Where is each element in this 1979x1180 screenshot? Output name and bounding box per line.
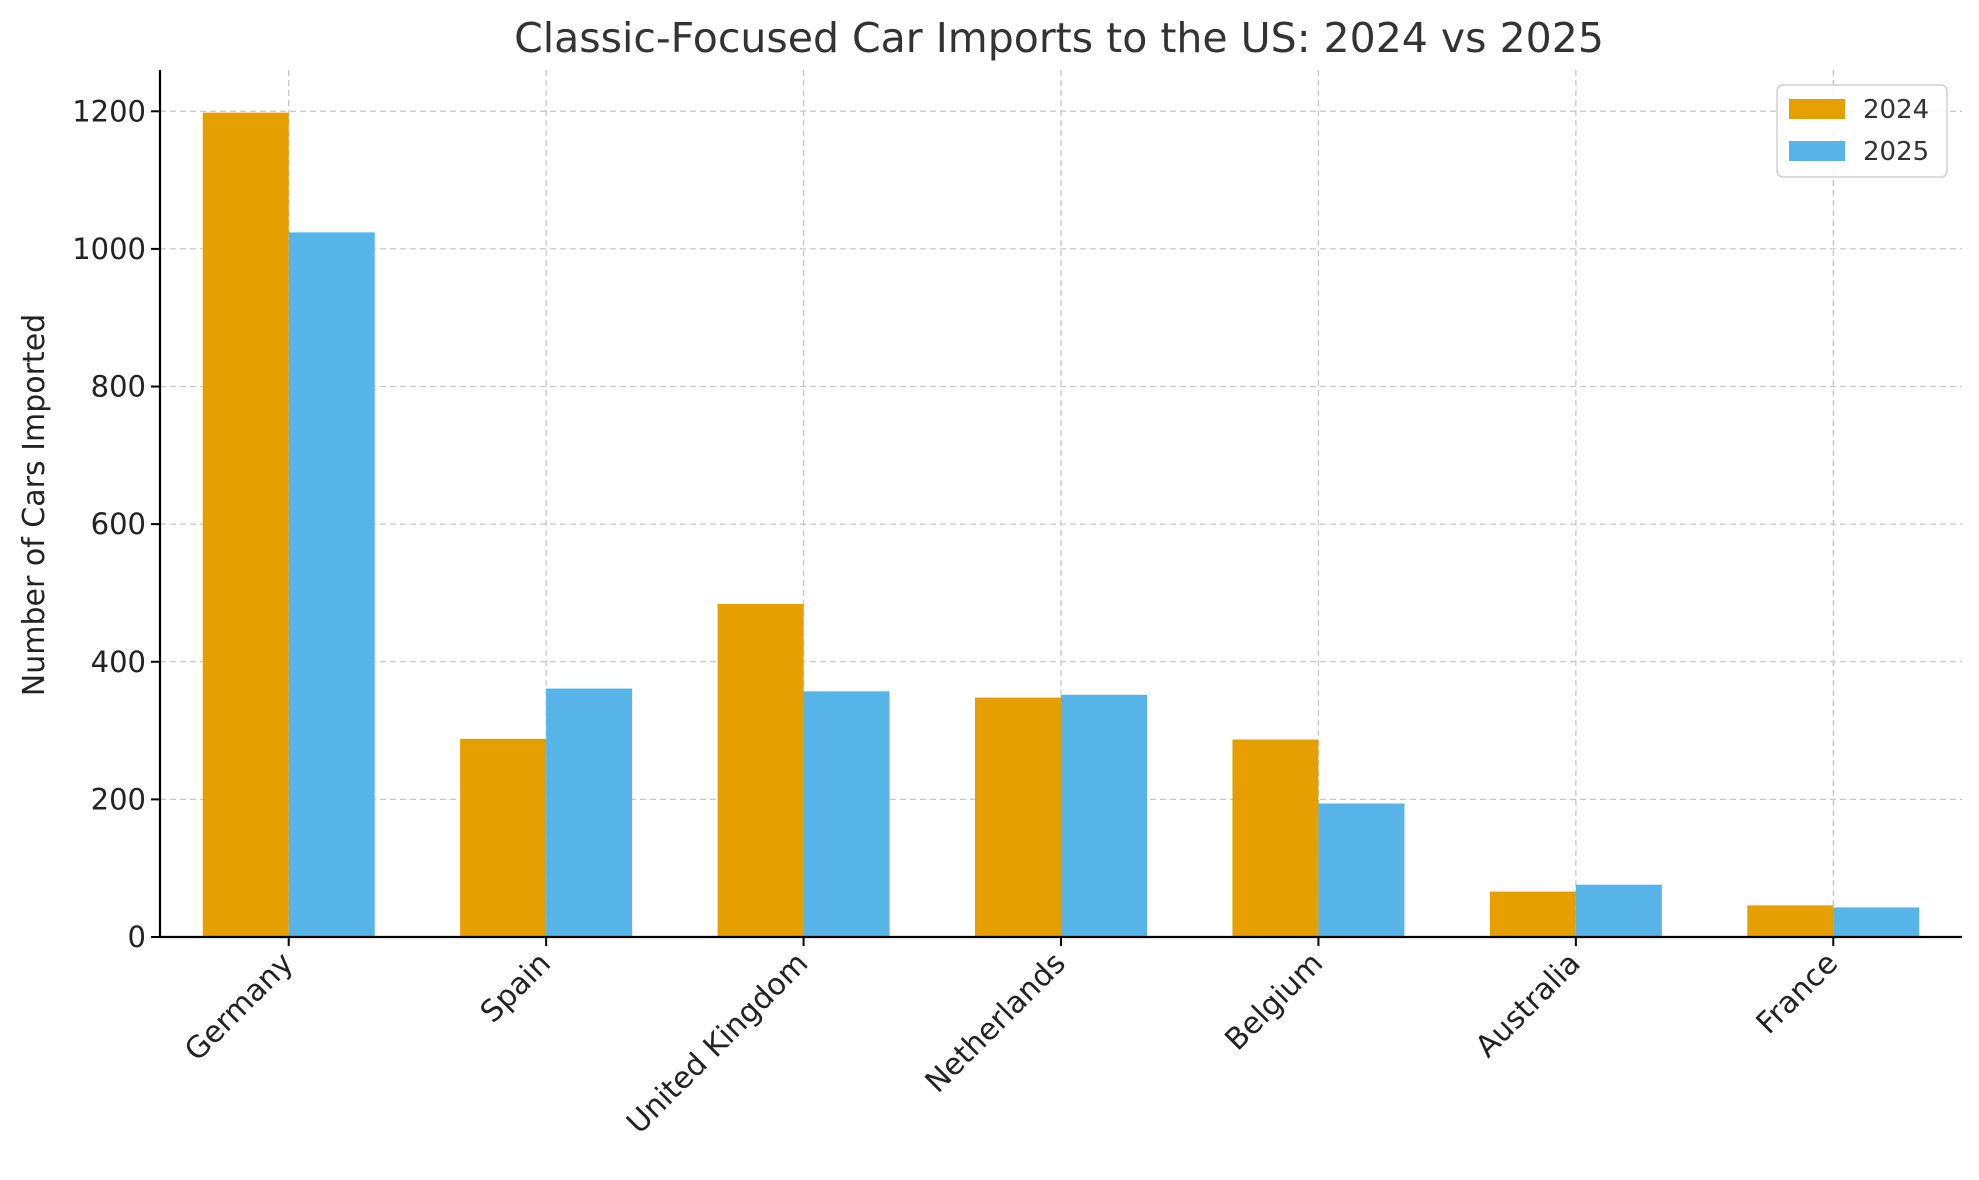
bars (202, 112, 1920, 937)
y-tick-label: 1200 (72, 94, 146, 128)
y-ticks: 0 200 400 600 800 1000 1200 (72, 94, 160, 954)
chart-title: Classic-Focused Car Imports to the US: 2… (514, 14, 1604, 62)
bar-2025-netherlands (1061, 694, 1147, 937)
y-tick-label: 1000 (72, 232, 146, 266)
x-tick-label: Germany (178, 946, 300, 1068)
y-tick-label: 600 (91, 507, 146, 541)
bar-2025-belgium (1318, 803, 1405, 937)
bar-2025-australia (1575, 884, 1662, 937)
x-tick-label: United Kingdom (620, 946, 815, 1141)
bar-2024-netherlands (975, 697, 1061, 937)
bar-2024-france (1747, 905, 1834, 937)
x-ticks: Germany Spain United Kingdom Netherlands Bel… (178, 937, 1845, 1141)
x-tick-label: Belgium (1218, 946, 1330, 1058)
legend-swatch-2024 (1789, 99, 1845, 119)
legend-label-2025: 2025 (1863, 137, 1929, 167)
bar-2025-spain (546, 688, 633, 937)
legend-swatch-2025 (1789, 141, 1845, 161)
y-tick-label: 400 (91, 645, 146, 679)
y-tick-label: 200 (91, 782, 146, 816)
y-tick-label: 0 (128, 920, 146, 954)
bar-2025-united-kingdom (803, 691, 890, 937)
y-tick-label: 800 (91, 370, 146, 404)
legend: 2024 2025 (1776, 84, 1948, 178)
grid-lines (160, 70, 1962, 938)
legend-label-2024: 2024 (1863, 95, 1929, 125)
bar-2024-spain (460, 738, 547, 937)
bar-2025-france (1833, 907, 1920, 937)
bar-2024-germany (202, 112, 289, 937)
x-tick-label: France (1750, 946, 1845, 1041)
x-tick-label: Spain (474, 946, 558, 1030)
x-tick-label: Australia (1469, 946, 1588, 1065)
bar-2024-united-kingdom (717, 603, 804, 937)
x-tick-label: Netherlands (919, 946, 1073, 1100)
bar-2025-germany (288, 232, 375, 937)
bar-2024-belgium (1232, 739, 1319, 937)
y-axis-label: Number of Cars Imported (17, 314, 52, 696)
bar-2024-australia (1489, 891, 1576, 937)
